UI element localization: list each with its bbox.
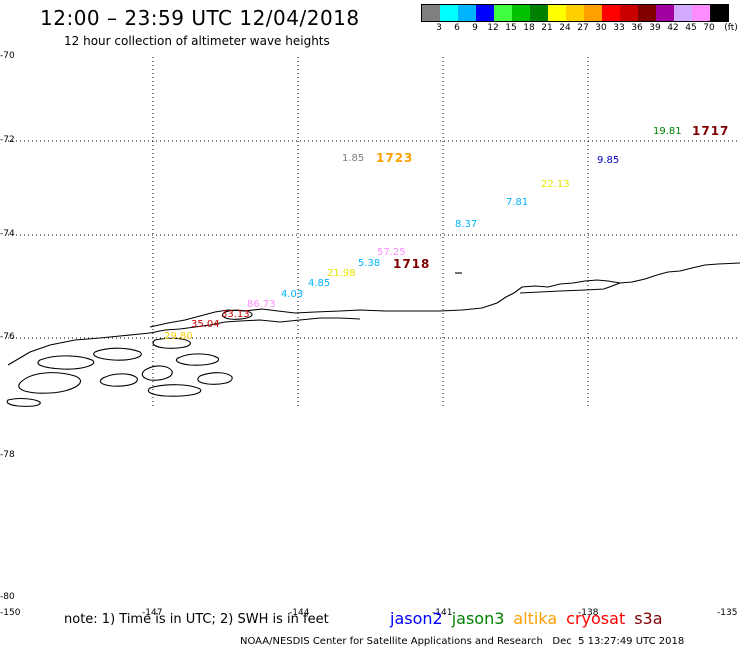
legend-value-label: 15 [505, 23, 517, 33]
observation-label: 4.85 [308, 278, 331, 289]
legend-value-label: 39 [649, 23, 661, 33]
observation-time-label: 1718 [393, 257, 431, 271]
legend-value-label: 12 [487, 23, 499, 33]
legend-swatch [710, 5, 728, 21]
legend-unit-label: (ft) [724, 23, 738, 33]
legend-swatch [692, 5, 710, 21]
observation-label: 1.85 [342, 153, 365, 164]
legend-swatch [638, 5, 656, 21]
island-outline [175, 353, 220, 366]
lat-label: -80 [0, 592, 15, 602]
legend-swatch [494, 5, 512, 21]
legend-swatch [440, 5, 458, 21]
lon-label: -147 [142, 608, 163, 618]
legend-value-label: 45 [685, 23, 697, 33]
island-outline [93, 347, 142, 361]
observation-label: 7.81 [506, 197, 529, 208]
ice-shelf-coastline [149, 317, 361, 334]
observation-label: 8.37 [455, 219, 478, 230]
observation-label: 9.85 [597, 155, 620, 166]
observation-label: 22.13 [541, 179, 570, 190]
legend-value-label: 42 [667, 23, 679, 33]
lon-label: -144 [289, 608, 310, 618]
observation-label: 21.98 [327, 268, 356, 279]
legend-swatch [584, 5, 602, 21]
satellite-legend: jason2 jason3 altika cryosat s3a [390, 609, 672, 628]
observation-label: 19.81 [653, 126, 682, 137]
legend-value-label: 6 [454, 23, 460, 33]
observation-label: 35.04 [191, 319, 220, 330]
lon-label: -138 [578, 608, 599, 618]
legend-swatch [530, 5, 548, 21]
legend-value-label: 18 [523, 23, 535, 33]
observation-label: 33.13 [221, 309, 250, 320]
ice-shelf-coastline [149, 262, 740, 328]
ice-shelf-coastline [7, 332, 151, 366]
lat-label: -70 [0, 51, 15, 61]
legend-value-label: 27 [577, 23, 589, 33]
legend-swatch [476, 5, 494, 21]
legend-value-label: 9 [472, 23, 478, 33]
island-outline [141, 365, 173, 381]
legend-swatch [674, 5, 692, 21]
lat-label: -78 [0, 450, 15, 460]
legend-swatch [458, 5, 476, 21]
island-outline [152, 337, 191, 349]
units-note: note: 1) Time is in UTC; 2) SWH is in fe… [64, 612, 329, 627]
satellite-legend-item: jason3 [451, 609, 505, 628]
legend-value-label: 24 [559, 23, 571, 33]
lat-label: -76 [0, 332, 15, 342]
graticule [8, 57, 740, 408]
island-outline [221, 309, 253, 320]
map-subtitle: 12 hour collection of altimeter wave hei… [64, 34, 330, 48]
legend-swatch [602, 5, 620, 21]
legend-value-label: 21 [541, 23, 553, 33]
legend-value-label: 30 [595, 23, 607, 33]
legend-swatch [656, 5, 674, 21]
satellite-legend-item: altika [513, 609, 558, 628]
lon-label: -150 [0, 608, 21, 618]
observation-label: 86.73 [247, 299, 276, 310]
observation-time-label: 1723 [376, 151, 414, 165]
map-title: 12:00 – 23:59 UTC 12/04/2018 [40, 6, 360, 30]
observation-time-label: 1717 [692, 124, 730, 138]
lat-label: -74 [0, 229, 15, 239]
satellite-legend-item: jason2 [390, 609, 443, 628]
island-outline [18, 372, 82, 394]
legend-value-label: 3 [436, 23, 442, 33]
island-outline [99, 373, 138, 387]
coastline [6, 262, 740, 407]
lat-label: -72 [0, 135, 15, 145]
lon-label: -141 [432, 608, 453, 618]
satellite-legend-item: s3a [634, 609, 663, 628]
legend-swatch [620, 5, 638, 21]
island-outline [147, 384, 202, 397]
legend-swatch [512, 5, 530, 21]
lon-label: -135 [717, 608, 738, 618]
legend-swatch [548, 5, 566, 21]
legend-value-label: 70 [703, 23, 715, 33]
legend-value-label: 33 [613, 23, 625, 33]
ice-shelf-coastline [519, 282, 621, 294]
satellite-legend-item: cryosat [566, 609, 626, 628]
legend-swatch [422, 5, 440, 21]
credit-footer: NOAA/NESDIS Center for Satellite Applica… [240, 636, 685, 647]
island-outline [197, 372, 233, 385]
legend-swatch [566, 5, 584, 21]
observation-label: 29.80 [164, 331, 193, 342]
observation-label: 57.25 [377, 247, 406, 258]
observation-label: 5.38 [358, 258, 381, 269]
color-scale-legend [421, 4, 729, 22]
island-outline [6, 397, 41, 407]
island-outline [37, 355, 95, 370]
observation-label: 4.03 [281, 289, 304, 300]
legend-value-label: 36 [631, 23, 643, 33]
